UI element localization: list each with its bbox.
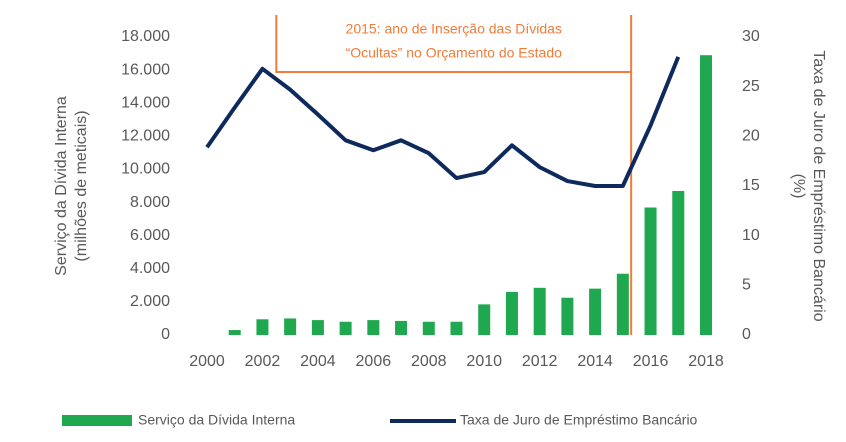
x-tick-label: 2010 [466,353,502,370]
y-tick-label: 16.000 [121,61,170,78]
bar [422,321,435,335]
bar [672,190,685,335]
y-tick-label: 18.000 [121,28,170,45]
bar [450,321,463,335]
y-tick-label: 12.000 [121,128,170,145]
y2-tick-label: 30 [742,28,760,45]
bar [478,304,491,335]
legend-label: Serviço da Dívida Interna [138,412,295,428]
bar [616,273,629,335]
y-tick-label: 8.000 [130,194,170,211]
bar [700,55,712,335]
y2-tick-label: 0 [742,326,751,343]
y-axis-title-line: (milhões de meticais) [73,110,90,261]
legend-label: Taxa de Juro de Empréstimo Bancário [460,412,698,428]
y2-tick-label: 20 [742,128,760,145]
x-tick-label: 2018 [688,353,724,370]
line [205,56,681,188]
bar [311,320,324,335]
y-axis-title-line: Serviço da Dívida Interna [53,96,70,276]
y2-axis-title-line: Taxa de Juro de Empréstimo Bancário [810,50,827,321]
bar [589,288,602,335]
y2-tick-label: 25 [742,78,760,95]
annotation-text: “Ocultas” no Orçamento do Estado [346,45,563,61]
bar [505,291,518,335]
y-tick-label: 6.000 [130,227,170,244]
bar [256,319,269,335]
bar [644,207,657,335]
y2-axis-title: Taxa de Juro de Empréstimo Bancário(%) [790,50,827,321]
y-tick-label: 0 [161,326,170,343]
x-tick-label: 2008 [411,353,447,370]
y-tick-label: 4.000 [130,260,170,277]
y-tick-label: 14.000 [121,94,170,111]
x-tick-label: 2002 [245,353,281,370]
x-tick-label: 2006 [356,353,392,370]
y-axis-title: Serviço da Dívida Interna (milhões de met… [53,96,90,276]
y2-tick-label: 5 [742,277,751,294]
legend-swatch [62,415,132,426]
y-tick-label: 10.000 [121,161,170,178]
bar [228,330,241,335]
x-tick-label: 2014 [577,353,613,370]
y2-tick-label: 15 [742,177,760,194]
y2-tick-label: 10 [742,227,760,244]
y2-axis-title-line: (%) [790,174,807,199]
x-tick-label: 2012 [522,353,558,370]
x-tick-label: 2004 [300,353,336,370]
bar [395,320,408,335]
annotation-text: 2015: ano de Inserção das Dívidas [346,21,562,37]
bar [339,321,352,335]
x-tick-label: 2000 [189,353,225,370]
annotation-box [275,15,632,73]
bar [533,287,546,335]
y-tick-label: 2.000 [130,293,170,310]
bar [561,297,574,335]
x-tick-label: 2016 [633,353,669,370]
bar [284,318,297,335]
bar [367,320,380,335]
